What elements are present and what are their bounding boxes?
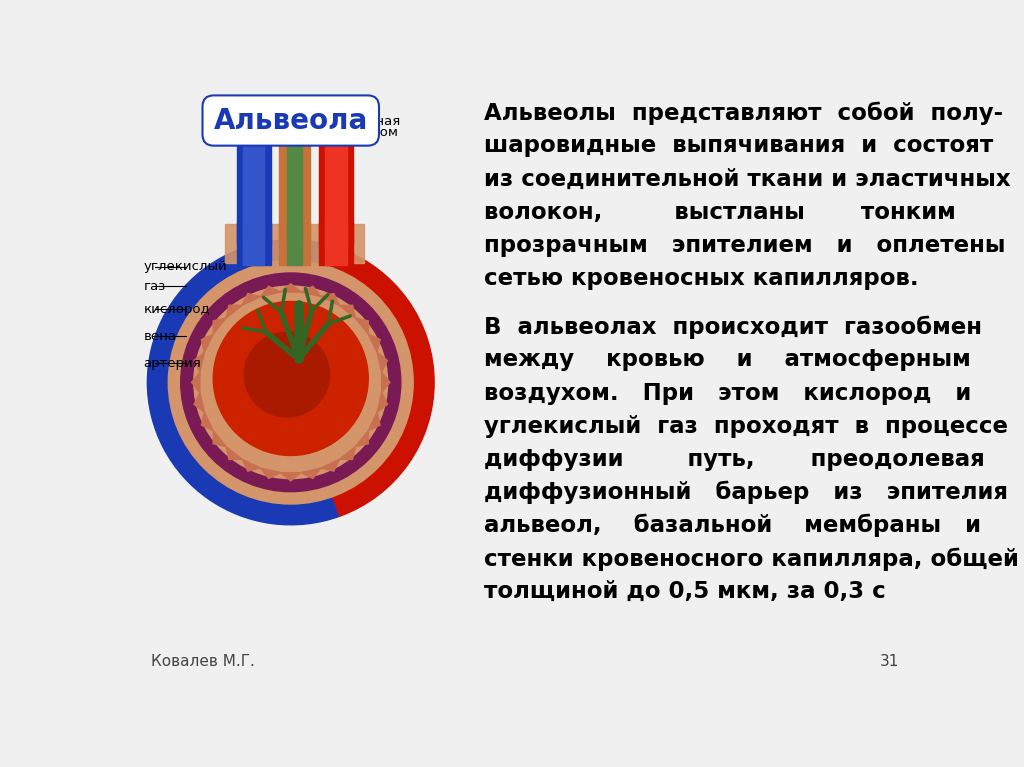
Polygon shape xyxy=(213,318,226,334)
Bar xyxy=(237,222,270,265)
Polygon shape xyxy=(226,305,242,318)
Text: стенки кровеносного капилляра, общей: стенки кровеносного капилляра, общей xyxy=(484,547,1019,571)
Polygon shape xyxy=(382,372,390,393)
Bar xyxy=(318,128,352,244)
Text: артерия: артерия xyxy=(143,357,202,370)
Text: не насыщенная: не насыщенная xyxy=(208,114,318,127)
Text: сетью кровеносных капилляров.: сетью кровеносных капилляров. xyxy=(484,267,920,290)
Circle shape xyxy=(245,332,330,417)
Text: из соединительной ткани и эластичных: из соединительной ткани и эластичных xyxy=(484,167,1011,190)
Circle shape xyxy=(194,286,388,479)
Polygon shape xyxy=(194,393,205,413)
Polygon shape xyxy=(242,294,260,305)
Polygon shape xyxy=(369,334,380,352)
Polygon shape xyxy=(339,305,355,318)
Text: кровь,: кровь, xyxy=(334,103,379,116)
Text: кислород: кислород xyxy=(143,303,210,316)
Polygon shape xyxy=(301,286,321,297)
Polygon shape xyxy=(377,352,387,372)
Wedge shape xyxy=(291,249,434,516)
Text: волокон,         выстланы       тонким: волокон, выстланы тонким xyxy=(484,201,956,224)
Polygon shape xyxy=(355,430,369,446)
Polygon shape xyxy=(213,430,226,446)
Bar xyxy=(325,222,346,265)
Text: диффузии        путь,       преодолевая: диффузии путь, преодолевая xyxy=(484,448,985,471)
Text: Альвеолы  представляют  собой  полу-: Альвеолы представляют собой полу- xyxy=(484,101,1004,125)
Polygon shape xyxy=(301,468,321,479)
Bar xyxy=(287,222,302,265)
Polygon shape xyxy=(339,446,355,459)
Polygon shape xyxy=(355,318,369,334)
Text: Альвеола: Альвеола xyxy=(214,107,368,134)
Polygon shape xyxy=(260,468,281,479)
Text: диффузионный   барьер   из   эпителия: диффузионный барьер из эпителия xyxy=(484,481,1009,504)
Polygon shape xyxy=(321,459,339,471)
Text: кровь,: кровь, xyxy=(242,103,286,116)
Polygon shape xyxy=(191,372,200,393)
Polygon shape xyxy=(202,413,213,430)
Text: 31: 31 xyxy=(880,653,899,669)
Text: кислородом: кислородом xyxy=(314,126,399,139)
Bar xyxy=(325,128,346,244)
Bar xyxy=(243,128,264,244)
Text: альвеол,    базальной    мембраны   и: альвеол, базальной мембраны и xyxy=(484,514,981,538)
Bar xyxy=(243,222,264,265)
Polygon shape xyxy=(242,459,260,471)
Polygon shape xyxy=(260,286,281,297)
Text: между    кровью    и    атмосферным: между кровью и атмосферным xyxy=(484,348,971,371)
Polygon shape xyxy=(225,225,365,263)
Text: Ковалев М.Г.: Ковалев М.Г. xyxy=(152,653,255,669)
Text: углекислый  газ  проходят  в  процессе: углекислый газ проходят в процессе xyxy=(484,415,1009,438)
Bar xyxy=(287,128,302,244)
Text: насыщенная: насыщенная xyxy=(312,114,401,127)
Polygon shape xyxy=(281,472,301,481)
Polygon shape xyxy=(226,446,242,459)
Text: кислородом: кислородом xyxy=(221,126,306,139)
Circle shape xyxy=(213,301,369,456)
Polygon shape xyxy=(369,413,380,430)
Bar xyxy=(280,222,310,265)
Text: углекислый: углекислый xyxy=(143,260,227,273)
Polygon shape xyxy=(281,284,301,292)
Bar xyxy=(318,222,352,265)
Text: воздухом.   При   этом   кислород   и: воздухом. При этом кислород и xyxy=(484,381,972,404)
Text: вена: вена xyxy=(143,330,176,343)
Polygon shape xyxy=(321,294,339,305)
Circle shape xyxy=(168,261,414,504)
Bar xyxy=(237,128,270,244)
Polygon shape xyxy=(377,393,387,413)
Polygon shape xyxy=(202,334,213,352)
Text: толщиной до 0,5 мкм, за 0,3 с: толщиной до 0,5 мкм, за 0,3 с xyxy=(484,580,886,603)
Polygon shape xyxy=(194,352,205,372)
Bar xyxy=(280,128,310,244)
Text: прозрачным   эпителием   и   оплетены: прозрачным эпителием и оплетены xyxy=(484,234,1006,257)
Circle shape xyxy=(180,273,400,492)
Text: шаровидные  выпячивания  и  состоят: шаровидные выпячивания и состоят xyxy=(484,134,993,157)
Wedge shape xyxy=(147,240,340,525)
Text: газ: газ xyxy=(143,280,166,292)
Text: В  альвеолах  происходит  газообмен: В альвеолах происходит газообмен xyxy=(484,315,982,339)
